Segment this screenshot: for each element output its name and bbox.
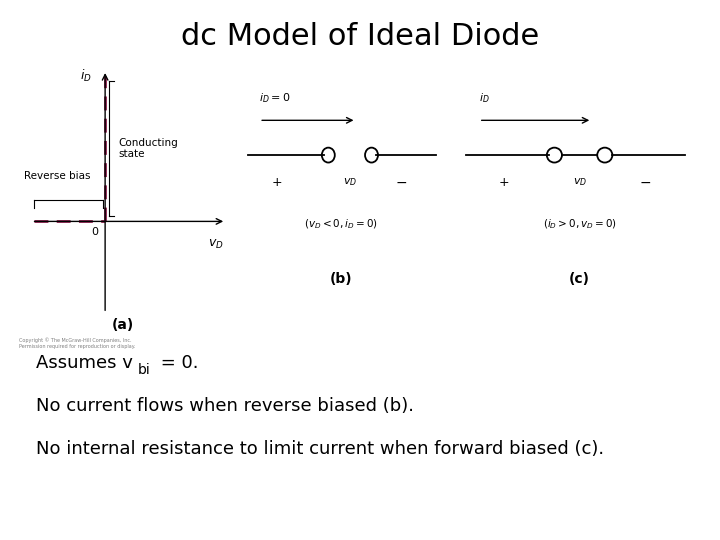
Text: $(v_D < 0, i_D = 0)$: $(v_D < 0, i_D = 0)$ [305,218,378,232]
Text: +: + [499,176,509,189]
Text: (c): (c) [569,272,590,286]
Text: $v_D$: $v_D$ [208,238,224,251]
Text: dc Model of Ideal Diode: dc Model of Ideal Diode [181,22,539,51]
Text: Copyright © The McGraw-Hill Companies, Inc.
Permission required for reproduction: Copyright © The McGraw-Hill Companies, I… [19,338,135,349]
Text: Reverse bias: Reverse bias [24,171,91,181]
Text: = 0.: = 0. [155,354,198,372]
Text: $i_D$: $i_D$ [479,92,490,105]
Text: No current flows when reverse biased (b).: No current flows when reverse biased (b)… [36,397,414,415]
Text: +: + [271,176,282,189]
Text: 0: 0 [91,227,99,237]
Text: $v_D$: $v_D$ [572,177,587,188]
Text: (a): (a) [112,318,133,332]
Text: $v_D$: $v_D$ [343,177,357,188]
Text: (b): (b) [330,272,353,286]
Text: No internal resistance to limit current when forward biased (c).: No internal resistance to limit current … [36,440,604,458]
Text: $i_D = 0$: $i_D = 0$ [259,92,291,105]
Text: $(i_D > 0, v_D = 0)$: $(i_D > 0, v_D = 0)$ [543,218,616,232]
Text: $i_D$: $i_D$ [81,68,92,84]
Text: −: − [396,176,408,190]
Text: bi: bi [138,363,151,377]
Text: −: − [639,176,651,190]
Text: Assumes v: Assumes v [36,354,133,372]
Text: Conducting
state: Conducting state [118,138,178,159]
